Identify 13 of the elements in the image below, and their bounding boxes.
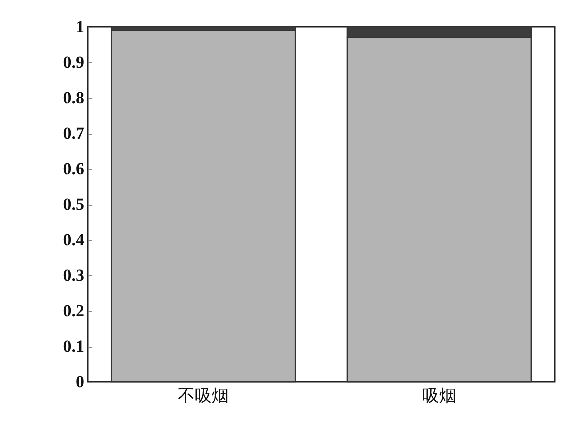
y-tick-label: 0.5: [63, 195, 84, 214]
y-tick-label: 0.9: [63, 53, 84, 72]
y-tick-label: 0.1: [63, 337, 84, 356]
y-tick-label: 0.4: [63, 230, 85, 250]
y-tick-label: 0.7: [63, 124, 85, 143]
y-tick-label: 0.8: [63, 88, 84, 108]
y-tick-label: 0: [76, 372, 84, 392]
x-tick-label: 不吸烟: [178, 386, 230, 406]
y-tick-label: 1: [76, 18, 84, 36]
y-tick-label: 0.2: [63, 302, 84, 320]
y-tick-label: 0.3: [63, 266, 84, 285]
y-tick-label: 0.6: [63, 160, 84, 178]
x-tick-label: 吸烟: [422, 386, 456, 406]
